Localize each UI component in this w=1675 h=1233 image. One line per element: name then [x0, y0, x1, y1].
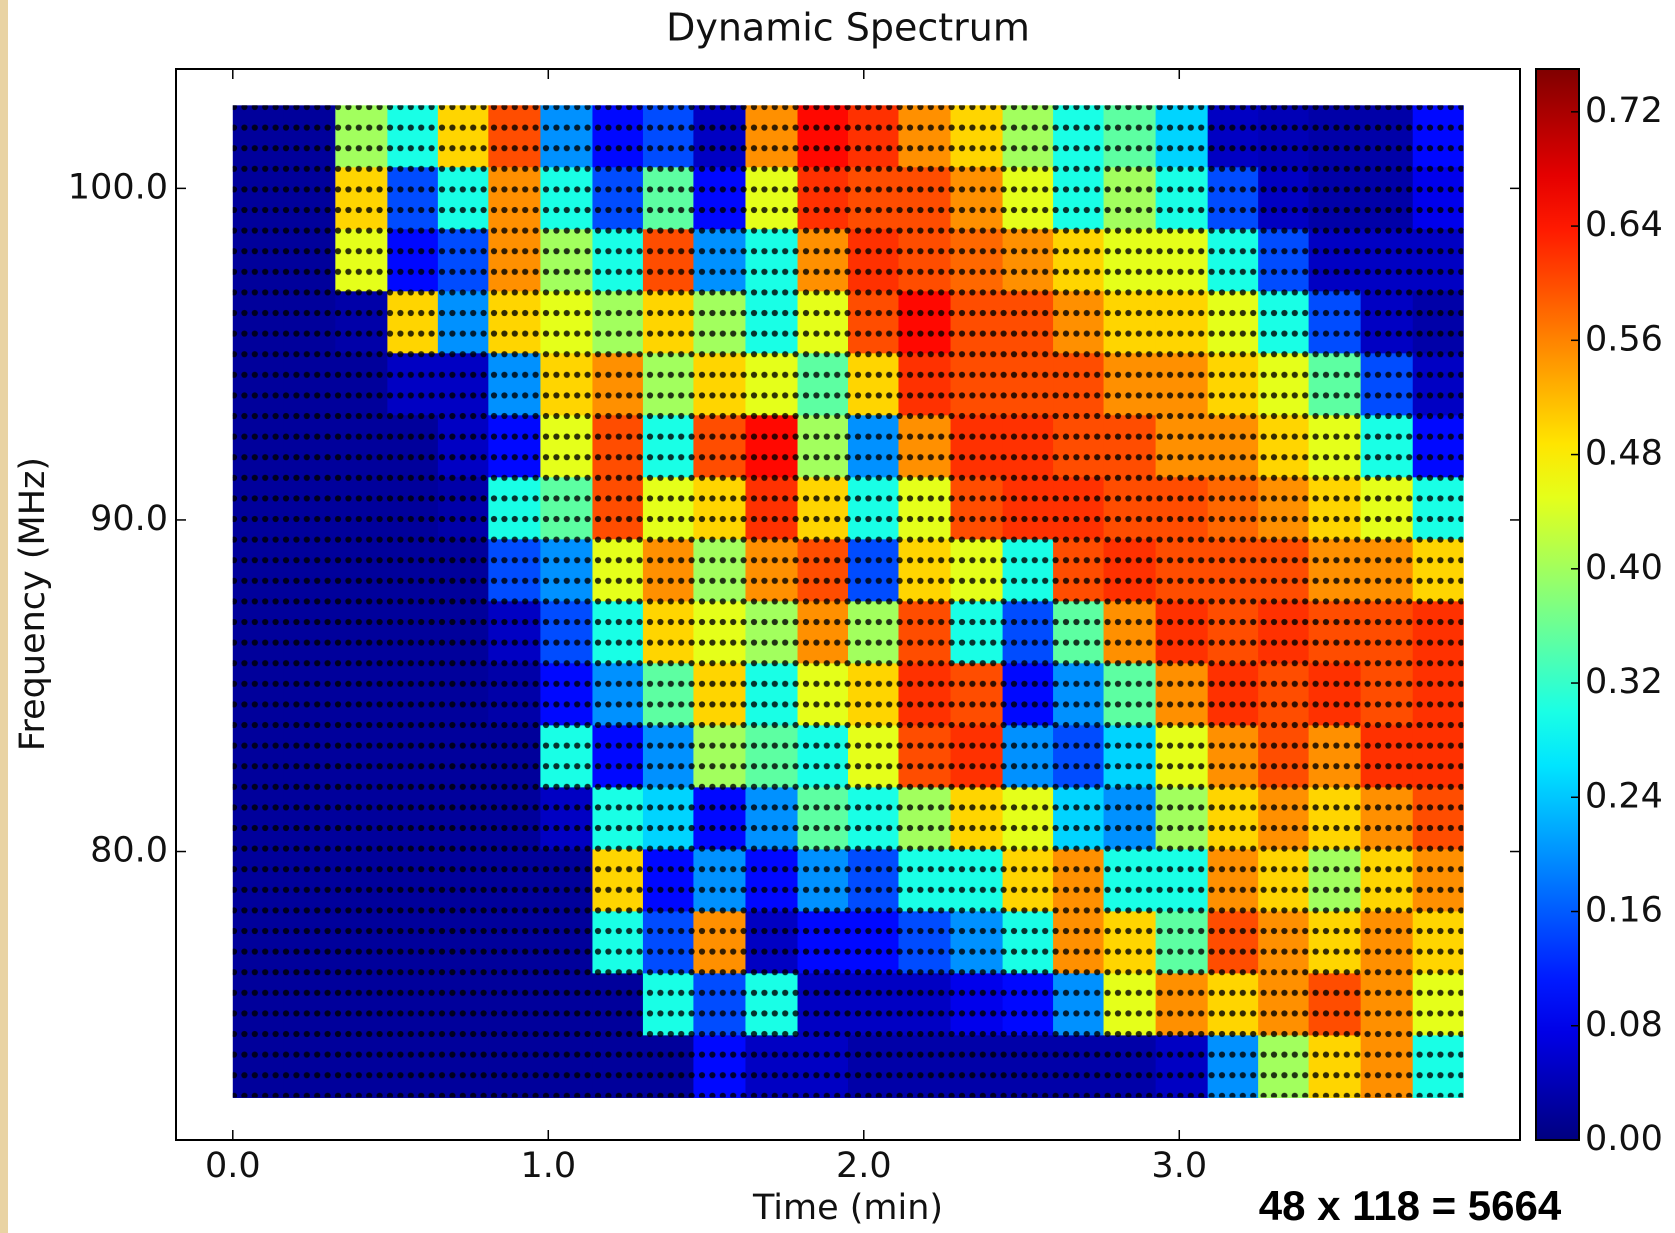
- x-tick-label: 0.0: [205, 1146, 261, 1186]
- chart-title: Dynamic Spectrum: [666, 6, 1030, 50]
- colorbar-tick-label: 0.32: [1585, 662, 1663, 702]
- colorbar-tick-label: 0.72: [1585, 91, 1663, 131]
- page-edge: [0, 0, 8, 1233]
- colorbar-tick-label: 0.00: [1585, 1119, 1663, 1159]
- colorbar-tick-label: 0.40: [1585, 548, 1663, 588]
- x-tick-label: 1.0: [520, 1146, 576, 1186]
- y-axis-label: Frequency (MHz): [13, 457, 53, 751]
- colorbar-tick-label: 0.56: [1585, 319, 1663, 359]
- x-tick-label: 3.0: [1151, 1146, 1207, 1186]
- annotation: 48 x 118 = 5664: [1259, 1182, 1562, 1229]
- colorbar-tick-label: 0.24: [1585, 776, 1663, 816]
- colorbar-tick-label: 0.48: [1585, 434, 1663, 474]
- colorbar-tick-label: 0.08: [1585, 1005, 1663, 1045]
- y-tick-label: 100.0: [68, 167, 168, 207]
- x-axis-label: Time (min): [752, 1188, 943, 1228]
- y-tick-label: 90.0: [90, 499, 168, 539]
- x-tick-label: 2.0: [836, 1146, 892, 1186]
- axes-frame: [175, 68, 1521, 1141]
- sample-dots: [232, 105, 1464, 1098]
- colorbar-tick-label: 0.16: [1585, 891, 1663, 931]
- colorbar: [1535, 68, 1580, 1141]
- colorbar-tick-label: 0.64: [1585, 205, 1663, 245]
- y-tick-label: 80.0: [90, 831, 168, 871]
